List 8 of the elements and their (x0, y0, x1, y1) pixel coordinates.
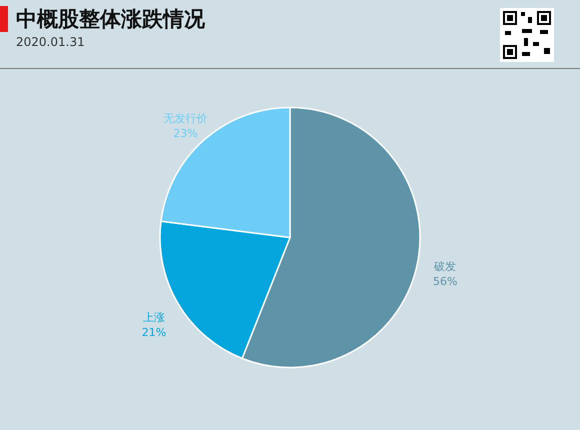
chart-title: 中概股整体涨跌情况 (16, 6, 205, 33)
data-label: 21% (142, 326, 166, 339)
slice-label: 无发行价 (164, 112, 208, 125)
data-label: 56% (432, 275, 458, 288)
data-label: 23% (173, 126, 198, 140)
slice-label: 破发 (433, 260, 456, 274)
chart-subtitle: 2020.01.31 (16, 35, 85, 49)
slice-label: 上涨 (143, 310, 166, 324)
